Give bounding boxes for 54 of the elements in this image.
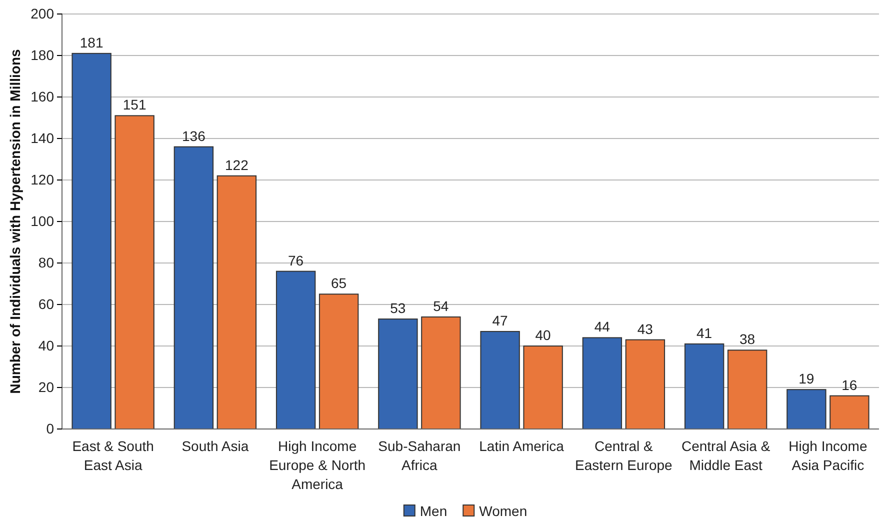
bar [830,395,870,430]
bar [378,318,418,430]
bar [582,337,622,430]
y-tick-label: 0 [46,420,54,436]
bar [216,175,257,430]
y-tick-label: 80 [38,254,54,270]
data-label: 65 [331,275,347,292]
x-tick-label: Latin America [479,438,564,454]
bar [174,146,214,430]
y-tick-label: 160 [30,88,54,104]
bar [786,389,826,430]
bar [421,316,461,430]
bar [625,339,666,430]
bar [276,270,316,430]
y-tick-label: 140 [30,130,54,146]
y-tick-label: 180 [30,46,54,63]
legend-label: Men [420,503,448,519]
data-label: 16 [842,376,858,393]
data-label: 136 [182,128,206,144]
data-label: 44 [594,318,610,335]
x-tick-label: Sub-Saharan Africa [378,438,461,473]
data-label: 47 [492,312,508,328]
data-label: 151 [122,96,146,113]
bar [523,346,563,430]
data-label: 181 [80,34,104,50]
x-tick-label: Central & Eastern Europe [575,438,673,473]
bar [684,343,724,430]
bar [480,330,520,430]
bar [114,115,154,430]
data-label: 122 [225,156,249,173]
data-label: 43 [637,320,654,337]
y-axis-title: Number of Individuals with Hypertension in Millions [7,49,23,394]
y-tick-label: 60 [38,296,54,312]
x-tick-label: High Income Europe & North America [269,438,366,492]
y-tick-label: 120 [30,171,54,188]
data-label: 54 [433,298,449,314]
y-tick-label: 100 [30,212,54,229]
y-tick-label: 200 [30,5,54,22]
y-tick-label: 20 [38,378,54,395]
data-label: 38 [740,331,756,348]
x-tick-label: East & South East Asia [72,438,154,473]
data-label: 76 [288,252,304,268]
data-label: 40 [535,327,552,343]
bar [72,52,112,430]
y-tick-label: 40 [38,337,54,354]
x-tick-label: High Income Asia Pacific [788,438,868,473]
data-label: 41 [696,324,712,341]
data-label: 19 [798,370,814,387]
x-tick-label: South Asia [182,438,249,454]
x-tick-label: Central Asia & Middle East [681,438,771,473]
bar [727,350,768,430]
bar [318,294,359,430]
legend-label: Women [479,503,528,519]
data-label: 53 [390,300,406,316]
